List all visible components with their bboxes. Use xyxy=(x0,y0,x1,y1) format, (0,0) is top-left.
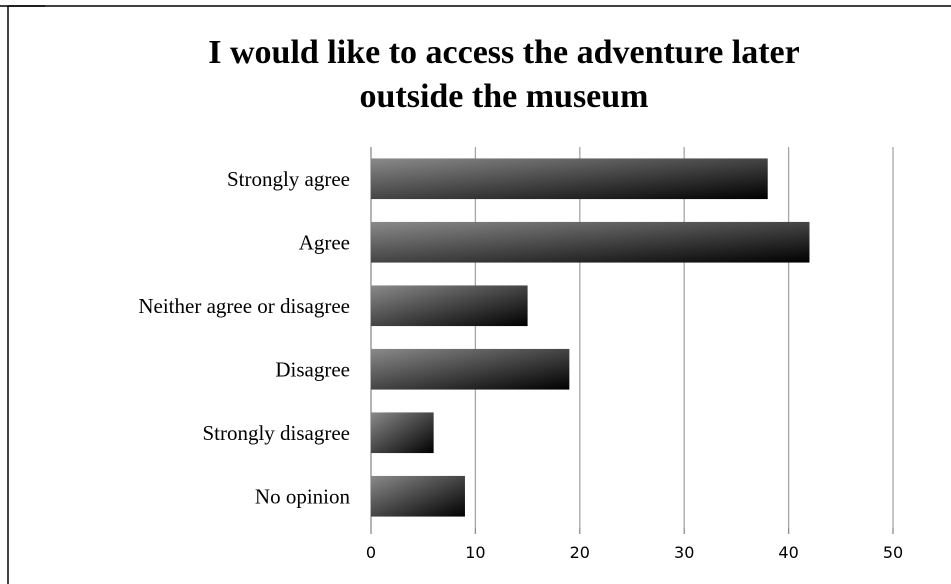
chart-title-line-1: I would like to access the adventure lat… xyxy=(208,34,799,71)
bar-neither-agree-or-disagree xyxy=(371,285,528,327)
category-label-neither-agree-or-disagree: Neither agree or disagree xyxy=(138,294,350,318)
bar-strongly-disagree xyxy=(371,412,434,454)
x-tick-label-0: 0 xyxy=(366,543,376,562)
x-tick-label-50: 50 xyxy=(883,543,903,562)
chart-title-line-2: outside the museum xyxy=(359,78,648,115)
bar-strongly-agree xyxy=(371,158,768,200)
category-label-no-opinion: No opinion xyxy=(255,484,351,508)
category-label-strongly-agree: Strongly agree xyxy=(227,167,350,191)
bar-disagree xyxy=(371,348,570,390)
x-tick-label-30: 30 xyxy=(674,543,694,562)
x-axis-tick-labels: 0 10 20 30 40 50 xyxy=(366,543,903,562)
x-tick-label-40: 40 xyxy=(778,543,798,562)
bars xyxy=(371,158,810,517)
x-tick-label-10: 10 xyxy=(465,543,485,562)
category-label-strongly-disagree: Strongly disagree xyxy=(202,421,350,445)
gridlines xyxy=(370,147,894,534)
x-tick-label-20: 20 xyxy=(570,543,590,562)
category-label-disagree: Disagree xyxy=(275,357,350,381)
bar-agree xyxy=(371,221,810,263)
category-label-agree: Agree xyxy=(299,230,350,254)
bar-no-opinion xyxy=(371,475,465,517)
category-labels: Strongly agree Agree Neither agree or disa… xyxy=(138,167,350,509)
